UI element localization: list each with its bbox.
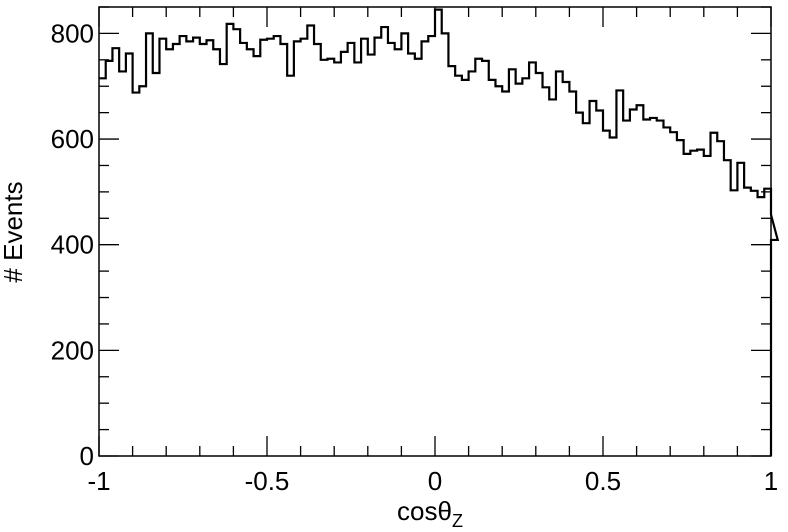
y-tick-label: 400	[51, 230, 94, 260]
x-axis-title-main: cosθ	[397, 496, 452, 526]
y-axis-title: # Events	[0, 181, 28, 282]
x-tick-label: -0.5	[245, 466, 290, 496]
y-tick-label: 200	[51, 335, 94, 365]
axis-ticks	[98, 6, 772, 457]
plot-frame	[98, 6, 772, 457]
x-axis-title: cosθZ	[397, 496, 463, 531]
y-tick-label: 600	[51, 124, 94, 154]
x-tick-label: 0	[428, 466, 442, 496]
x-tick-label: 0.5	[585, 466, 621, 496]
y-tick-label: 0	[80, 441, 94, 471]
histogram-series-line	[99, 8, 780, 456]
y-tick-label: 800	[51, 18, 94, 48]
x-tick-label: 1	[764, 466, 778, 496]
y-tick-labels: 0 200 400 600 800	[51, 18, 94, 471]
x-axis-title-subscript: Z	[452, 511, 463, 531]
x-tick-label: -1	[87, 466, 110, 496]
x-tick-labels: -1 -0.5 0 0.5 1	[87, 466, 778, 496]
